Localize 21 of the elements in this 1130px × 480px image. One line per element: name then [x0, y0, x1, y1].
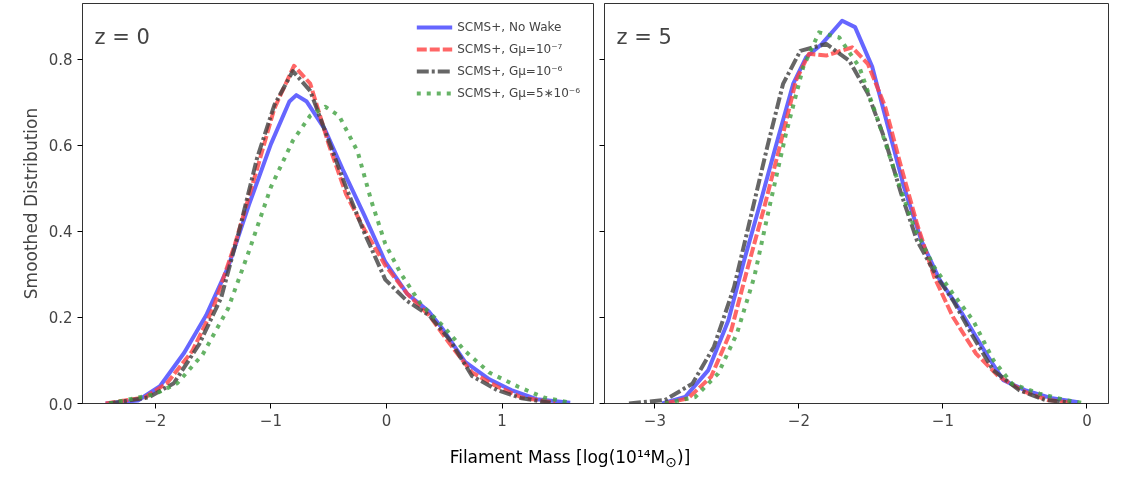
y-tick-label: 0.2 [48, 309, 73, 328]
annotation: z = 5 [616, 24, 672, 49]
y-axis-title: Smoothed Distribution [20, 107, 41, 300]
x-tick-label: 0 [381, 411, 392, 430]
y-tick-label: 0.6 [48, 137, 73, 156]
y-tick-label: 0.4 [48, 223, 73, 242]
x-tick-label: −2 [144, 411, 167, 430]
annotation: z = 0 [94, 24, 150, 49]
legend-label: SCMS+, No Wake [457, 20, 562, 34]
x-tick-label: −2 [787, 411, 810, 430]
legend-label: SCMS+, Gμ=10⁻⁷ [457, 42, 563, 56]
y-tick-label: 0.0 [48, 395, 73, 414]
x-axis-title: Filament Mass [log(10¹⁴M$_{⊙}$)] [448, 446, 692, 473]
legend-label: SCMS+, Gμ=5∗10⁻⁶ [457, 86, 580, 100]
x-tick-label: −3 [643, 411, 666, 430]
x-tick-label: 0 [1082, 411, 1092, 430]
legend-label: SCMS+, Gμ=10⁻⁶ [457, 64, 563, 78]
x-tick-label: −1 [931, 411, 954, 430]
y-tick-label: 0.8 [48, 51, 73, 70]
x-tick-label: −1 [259, 411, 282, 430]
x-tick-label: 1 [497, 411, 507, 430]
